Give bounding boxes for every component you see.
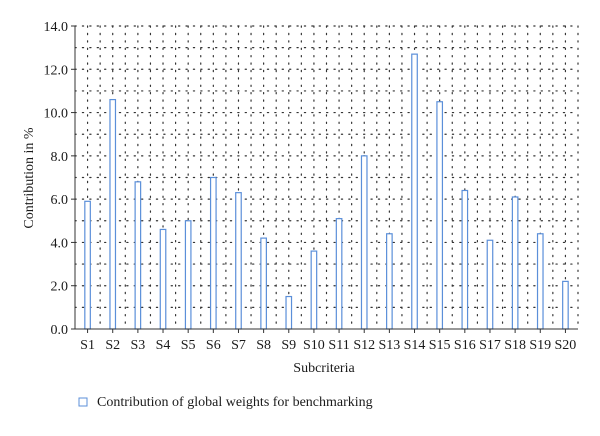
x-tick-label: S12 bbox=[353, 338, 375, 353]
x-tick-label: S7 bbox=[231, 338, 246, 353]
bar-s3 bbox=[134, 181, 142, 330]
bar-s19 bbox=[536, 233, 544, 330]
bar-s13 bbox=[386, 233, 393, 330]
y-tick-label: 14.0 bbox=[44, 20, 69, 35]
bars bbox=[84, 53, 569, 330]
x-tick-label: S5 bbox=[181, 338, 196, 353]
x-tick-label: S2 bbox=[105, 338, 120, 353]
bar-s1 bbox=[84, 200, 91, 330]
x-axis-label: Subcriteria bbox=[293, 361, 355, 376]
y-tick-label: 8.0 bbox=[51, 150, 69, 165]
y-tick-label: 6.0 bbox=[51, 193, 69, 208]
grid-lines bbox=[74, 25, 579, 330]
y-tick-label: 0.0 bbox=[51, 323, 69, 338]
x-tick-label: S8 bbox=[256, 338, 271, 353]
axes bbox=[71, 25, 578, 333]
bar-s17 bbox=[486, 239, 494, 330]
legend-swatch bbox=[78, 397, 88, 407]
x-tick-label: S10 bbox=[303, 338, 325, 353]
y-tick-labels: 0.0 2.0 4.0 6.0 8.0 10.0 12.0 14.0 bbox=[44, 20, 69, 338]
x-tick-labels: S1 S2 S3 S4 S5 S6 S7 S8 S9 S10 S11 S12 S13 S14 S15 S16 S… bbox=[80, 338, 576, 353]
y-tick-label: 10.0 bbox=[44, 107, 69, 122]
x-tick-label: S6 bbox=[206, 338, 221, 353]
bar-s4 bbox=[159, 228, 167, 330]
bar-s5 bbox=[184, 220, 192, 330]
x-tick-label: S1 bbox=[80, 338, 95, 353]
bar-s18 bbox=[511, 196, 519, 330]
bar-s8 bbox=[260, 237, 267, 330]
bar-s11 bbox=[335, 218, 343, 330]
y-tick-label: 12.0 bbox=[44, 63, 69, 78]
bar-s20 bbox=[562, 280, 569, 330]
x-tick-label: S13 bbox=[378, 338, 400, 353]
bar-s16 bbox=[461, 189, 469, 330]
legend: Contribution of global weights for bench… bbox=[78, 395, 373, 410]
bar-s14 bbox=[411, 53, 418, 330]
y-tick-label: 2.0 bbox=[51, 280, 69, 295]
x-tick-label: S18 bbox=[504, 338, 526, 353]
x-tick-label: S3 bbox=[130, 338, 145, 353]
bar-s12 bbox=[360, 155, 368, 330]
x-tick-label: S4 bbox=[156, 338, 171, 353]
x-tick-label: S9 bbox=[281, 338, 296, 353]
x-tick-label: S11 bbox=[328, 338, 349, 353]
bar-s15 bbox=[436, 101, 444, 330]
y-tick-label: 4.0 bbox=[51, 236, 69, 251]
bar-s2 bbox=[109, 98, 117, 330]
legend-label: Contribution of global weights for bench… bbox=[97, 395, 373, 410]
x-tick-label: S19 bbox=[529, 338, 551, 353]
x-tick-label: S17 bbox=[479, 338, 501, 353]
x-tick-label: S15 bbox=[429, 338, 451, 353]
x-tick-label: S14 bbox=[404, 338, 426, 353]
bar-s6 bbox=[209, 176, 217, 330]
bar-s10 bbox=[310, 250, 318, 330]
bar-s9 bbox=[285, 295, 293, 330]
x-tick-label: S16 bbox=[454, 338, 476, 353]
y-axis-label: Contribution in % bbox=[22, 127, 37, 228]
x-tick-label: S20 bbox=[555, 338, 577, 353]
bar-s7 bbox=[235, 192, 242, 330]
